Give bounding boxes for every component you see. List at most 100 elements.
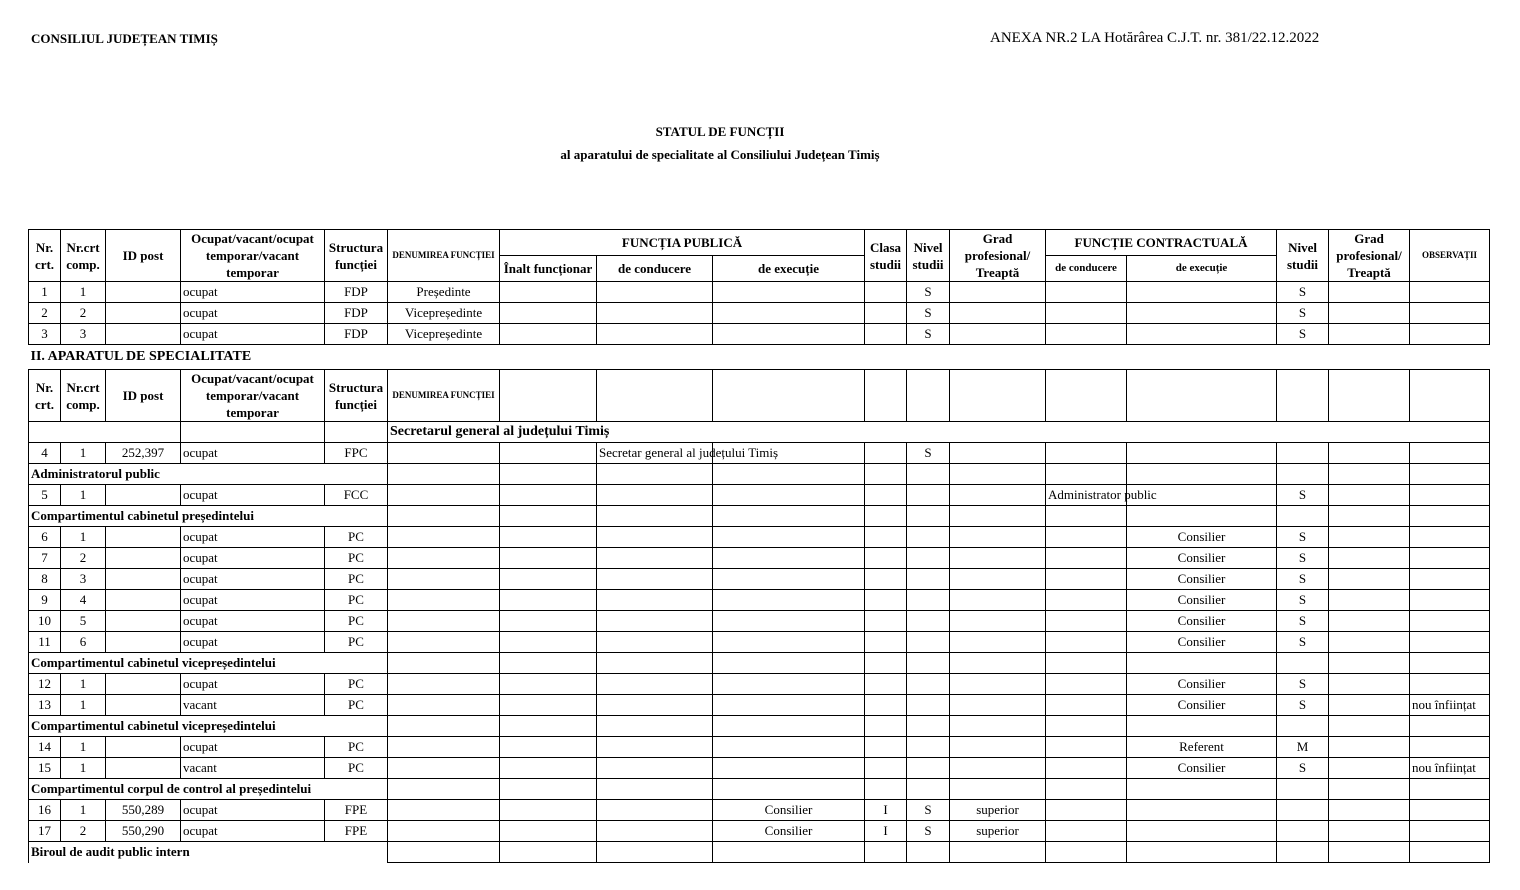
cell: 14 [28,736,61,758]
repeated-header-row: Nr. crt. Nr.crt comp. ID post Ocupat/vacant… [28,369,1491,422]
cell [105,484,181,506]
cell: S [1276,323,1330,345]
cell [1126,302,1278,324]
cell: S [906,323,951,345]
cell: ocupat [180,442,325,464]
cell [1328,302,1411,324]
cell [949,673,1047,695]
cell [1409,799,1491,821]
cell [387,841,500,863]
cell: 4 [28,442,61,464]
table-body: 1 1 ocupat FDP Președinte S S 2 2 ocupat FDP Vicepr… [28,281,1491,863]
cell [1276,442,1330,464]
cell [864,568,908,590]
cell: ocupat [180,610,325,632]
section-row: Compartimentul cabinetul vicepreședintel… [28,715,1491,737]
cell [906,652,951,674]
cell [387,547,500,569]
data-row: 14 1 ocupat PC Referent M [28,736,1491,758]
cell: 12 [28,673,61,695]
cell [1276,505,1330,527]
cell: S [1276,610,1330,632]
cell [949,652,1047,674]
data-row: 7 2 ocupat PC Consilier S [28,547,1491,569]
cell [864,694,908,716]
cell [28,421,181,443]
cell [864,302,908,324]
cell [1276,715,1330,737]
cell: 10 [28,610,61,632]
cell [949,442,1047,464]
cell [387,778,500,800]
column-header: Nivel studii [1276,229,1330,282]
cell: 1 [60,281,106,303]
cell [596,841,713,863]
cell [906,736,951,758]
cell [949,568,1047,590]
cell [499,799,597,821]
cell: Președinte [387,281,500,303]
cell: S [906,799,951,821]
cell [864,526,908,548]
cell [596,778,713,800]
cell: Nr. crt. [28,369,61,422]
cell [596,610,713,632]
cell: ocupat [180,799,325,821]
cell [499,369,597,422]
cell [499,652,597,674]
cell [906,526,951,548]
cell [906,631,951,653]
cell [499,589,597,611]
cell [387,652,500,674]
cell: 252,397 [105,442,181,464]
cell [1045,505,1128,527]
cell [387,463,500,485]
data-row: 4 1 252,397 ocupat FPC Secretar general al ju… [28,442,1491,464]
cell [711,323,866,345]
cell [499,547,597,569]
cell [711,841,866,863]
cell [949,369,1047,422]
cell: PC [324,568,388,590]
cell: 2 [28,302,61,324]
cell [105,631,181,653]
cell [1328,281,1411,303]
cell [1328,631,1411,653]
cell [864,442,908,464]
cell [1328,757,1411,779]
cell [596,694,713,716]
cell: S [1276,547,1330,569]
cell [387,673,500,695]
cell: FPC [324,442,388,464]
section-title: Compartimentul cabinetul vicepreședintel… [28,652,388,674]
cell [387,820,500,842]
cell [105,568,181,590]
cell [1045,281,1128,303]
cell [1045,631,1128,653]
annex-reference: ANEXA NR.2 LA Hotărârea C.J.T. nr. 381/2… [990,30,1320,46]
cell [1126,369,1278,422]
cell [864,631,908,653]
cell [1409,463,1491,485]
cell [906,715,951,737]
cell [711,547,866,569]
cell: Secretar general al județului Timiș [596,442,778,464]
cell: ocupat [180,484,325,506]
cell: PC [324,757,388,779]
cell [499,820,597,842]
cell [1328,323,1411,345]
cell: PC [324,736,388,758]
cell [1409,369,1491,422]
cell: PC [324,694,388,716]
cell: vacant [180,757,325,779]
cell [1126,323,1278,345]
cell [1328,715,1411,737]
cell: 16 [28,799,61,821]
cell [1045,715,1128,737]
cell [1328,463,1411,485]
cell: M [1276,736,1330,758]
data-row: 5 1 ocupat FCC Administrator public S [28,484,1491,506]
cell: S [1276,631,1330,653]
cell [864,505,908,527]
